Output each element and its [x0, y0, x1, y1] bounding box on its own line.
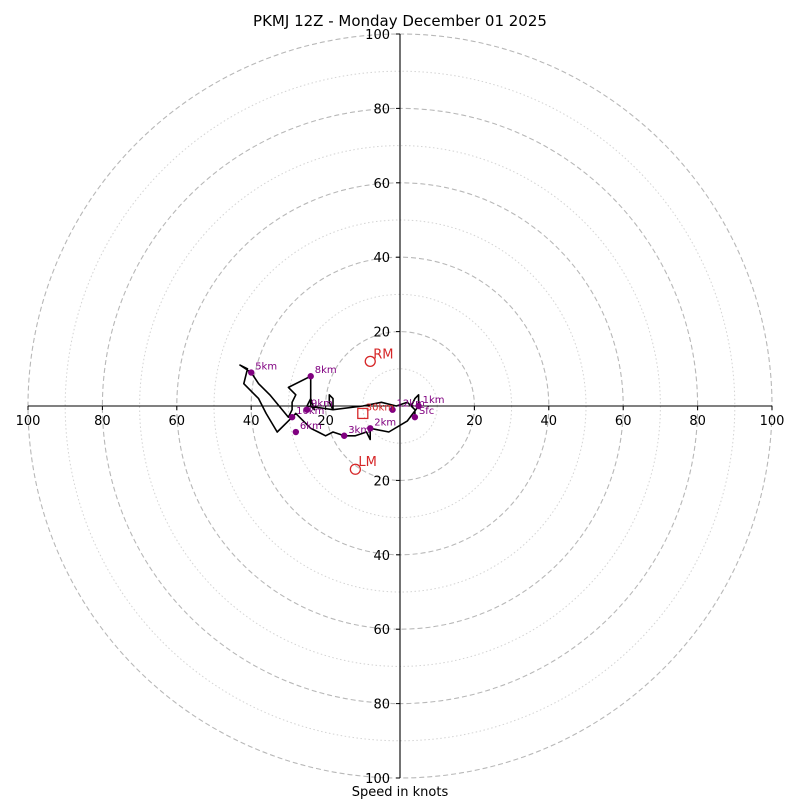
height-marker-Sfc: [411, 413, 419, 421]
height-marker-label: 9km: [311, 399, 333, 410]
height-marker-12km: [389, 406, 396, 413]
height-marker-label: 2km: [374, 417, 396, 428]
height-marker-label: 12km: [397, 399, 425, 410]
x-tick-label: 80: [94, 414, 111, 429]
y-tick-label: 60: [373, 177, 390, 192]
x-tick-label: 100: [760, 414, 785, 429]
y-tick-label: 100: [365, 772, 390, 787]
height-marker-label: 6km: [300, 421, 322, 432]
y-tick-label: 80: [373, 698, 390, 713]
x-axis-label: Speed in knots: [352, 785, 449, 800]
y-tick-label: 40: [373, 549, 390, 564]
chart-title: PKMJ 12Z - Monday December 01 2025: [253, 12, 547, 30]
x-tick-label: 80: [689, 414, 706, 429]
y-tick-label: 100: [365, 28, 390, 43]
height-marker-label: 3km: [348, 425, 370, 436]
height-marker-2km: [367, 425, 374, 432]
storm-motion: RM LM 30km: [349, 347, 394, 475]
y-tick-label: 40: [373, 251, 390, 266]
height-marker-label: 5km: [255, 362, 277, 373]
height-marker-5km: [248, 369, 255, 376]
axes: 100 80 60 40 20 20 40 60 80 100 100 80 60 40 20 20 40 60 8…: [16, 28, 785, 787]
storm-motion-label: LM: [358, 455, 376, 470]
x-tick-label: 40: [541, 414, 558, 429]
storm-motion-label: RM: [373, 347, 393, 362]
storm-motion-lm: [349, 463, 362, 475]
mean-wind-square: [357, 407, 369, 420]
height-marker-label: 1km: [423, 395, 445, 406]
height-marker-10km: [288, 413, 296, 421]
height-marker-3km: [341, 432, 348, 439]
y-tick-label: 20: [373, 326, 390, 341]
x-tick-label: 100: [16, 414, 41, 429]
x-tick-label: 20: [317, 414, 334, 429]
y-tick-label: 20: [373, 474, 390, 489]
mean-wind-label: 30km: [366, 402, 394, 413]
height-marker-1km: [415, 402, 422, 410]
storm-motion-rm: [364, 355, 376, 368]
height-marker-label: 8km: [315, 365, 337, 376]
y-tick-label: 80: [373, 102, 390, 117]
x-tick-label: 60: [615, 414, 632, 429]
height-marker-9km: [303, 406, 311, 413]
y-tick-label: 60: [373, 623, 390, 638]
height-marker-label: Sfc: [419, 406, 434, 417]
x-tick-label: 40: [243, 414, 260, 429]
height-marker-label: 10km: [296, 406, 324, 417]
height-marker-6km: [292, 428, 300, 436]
x-tick-label: 60: [169, 414, 186, 429]
x-tick-label: 20: [466, 414, 483, 429]
height-marker-8km: [307, 373, 314, 380]
